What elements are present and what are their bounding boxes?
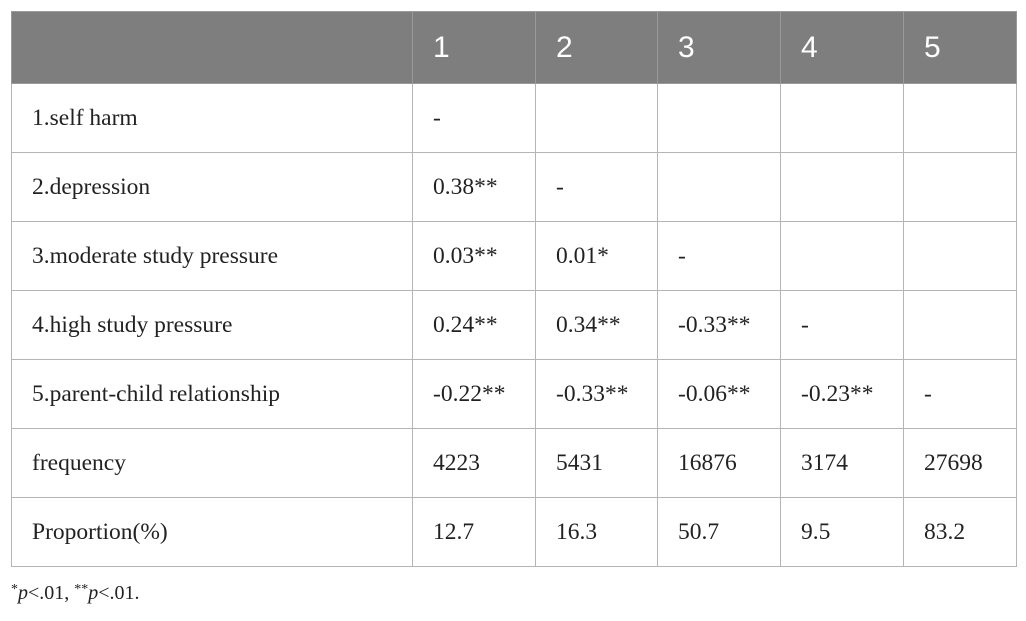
- table-row: 3.moderate study pressure 0.03** 0.01* -: [11, 221, 1017, 291]
- table-row: 2.depression 0.38** -: [11, 152, 1017, 222]
- header-cell-3: 3: [657, 11, 781, 84]
- table-cell: [657, 152, 781, 222]
- row-label: 4.high study pressure: [11, 290, 413, 360]
- footnote-threshold-1: <.01,: [28, 582, 75, 604]
- footnote-p-symbol: p: [18, 582, 28, 604]
- header-cell-variable: [11, 11, 413, 84]
- table-cell: 9.5: [780, 497, 904, 567]
- table-cell: 0.38**: [412, 152, 536, 222]
- row-label: 3.moderate study pressure: [11, 221, 413, 291]
- table-cell: 16876: [657, 428, 781, 498]
- table-row: Proportion(%) 12.7 16.3 50.7 9.5 83.2: [11, 497, 1017, 567]
- row-label: 2.depression: [11, 152, 413, 222]
- table-row: 1.self harm -: [11, 83, 1017, 153]
- footnote-double-asterisk: **: [74, 582, 89, 597]
- header-cell-4: 4: [780, 11, 904, 84]
- table-cell: 16.3: [535, 497, 658, 567]
- table-cell: -0.22**: [412, 359, 536, 429]
- footnote-p-symbol-2: p: [88, 582, 99, 604]
- table-cell: -: [903, 359, 1017, 429]
- table-row: 4.high study pressure 0.24** 0.34** -0.33**…: [11, 290, 1017, 360]
- table-cell: -0.33**: [535, 359, 658, 429]
- table-cell: [657, 83, 781, 153]
- table-cell: [780, 152, 904, 222]
- table-cell: -: [412, 83, 536, 153]
- table-cell: -0.06**: [657, 359, 781, 429]
- table-footnote: *p<.01, **p<.01.: [11, 582, 140, 605]
- table-body: 1.self harm -2.depression 0.38** -3.moderat…: [11, 83, 1017, 567]
- table-cell: 12.7: [412, 497, 536, 567]
- table-cell: 27698: [903, 428, 1017, 498]
- footnote-threshold-2: <.01.: [98, 582, 140, 604]
- table-cell: 0.03**: [412, 221, 536, 291]
- footnote-single-asterisk: *: [11, 582, 18, 597]
- table-cell: [903, 152, 1017, 222]
- table-cell: -0.23**: [780, 359, 904, 429]
- row-label: frequency: [11, 428, 413, 498]
- row-label: Proportion(%): [11, 497, 413, 567]
- table-cell: [903, 221, 1017, 291]
- table-cell: -: [780, 290, 904, 360]
- table-cell: [903, 83, 1017, 153]
- table-cell: 4223: [412, 428, 536, 498]
- row-label: 5.parent-child relationship: [11, 359, 413, 429]
- table-cell: 83.2: [903, 497, 1017, 567]
- table-cell: 50.7: [657, 497, 781, 567]
- header-cell-2: 2: [535, 11, 658, 84]
- table-cell: [780, 221, 904, 291]
- table-row: 5.parent-child relationship -0.22** -0.33*…: [11, 359, 1017, 429]
- table-cell: 5431: [535, 428, 658, 498]
- table-cell: 0.24**: [412, 290, 536, 360]
- table-cell: 3174: [780, 428, 904, 498]
- table-row: frequency 4223 5431 16876 3174 27698: [11, 428, 1017, 498]
- table-cell: [903, 290, 1017, 360]
- table-cell: 0.34**: [535, 290, 658, 360]
- row-label: 1.self harm: [11, 83, 413, 153]
- header-cell-1: 1: [412, 11, 536, 84]
- header-cell-5: 5: [903, 11, 1017, 84]
- table-cell: -: [657, 221, 781, 291]
- table-cell: [535, 83, 658, 153]
- table-cell: -: [535, 152, 658, 222]
- table-cell: -0.33**: [657, 290, 781, 360]
- table-cell: 0.01*: [535, 221, 658, 291]
- table-cell: [780, 83, 904, 153]
